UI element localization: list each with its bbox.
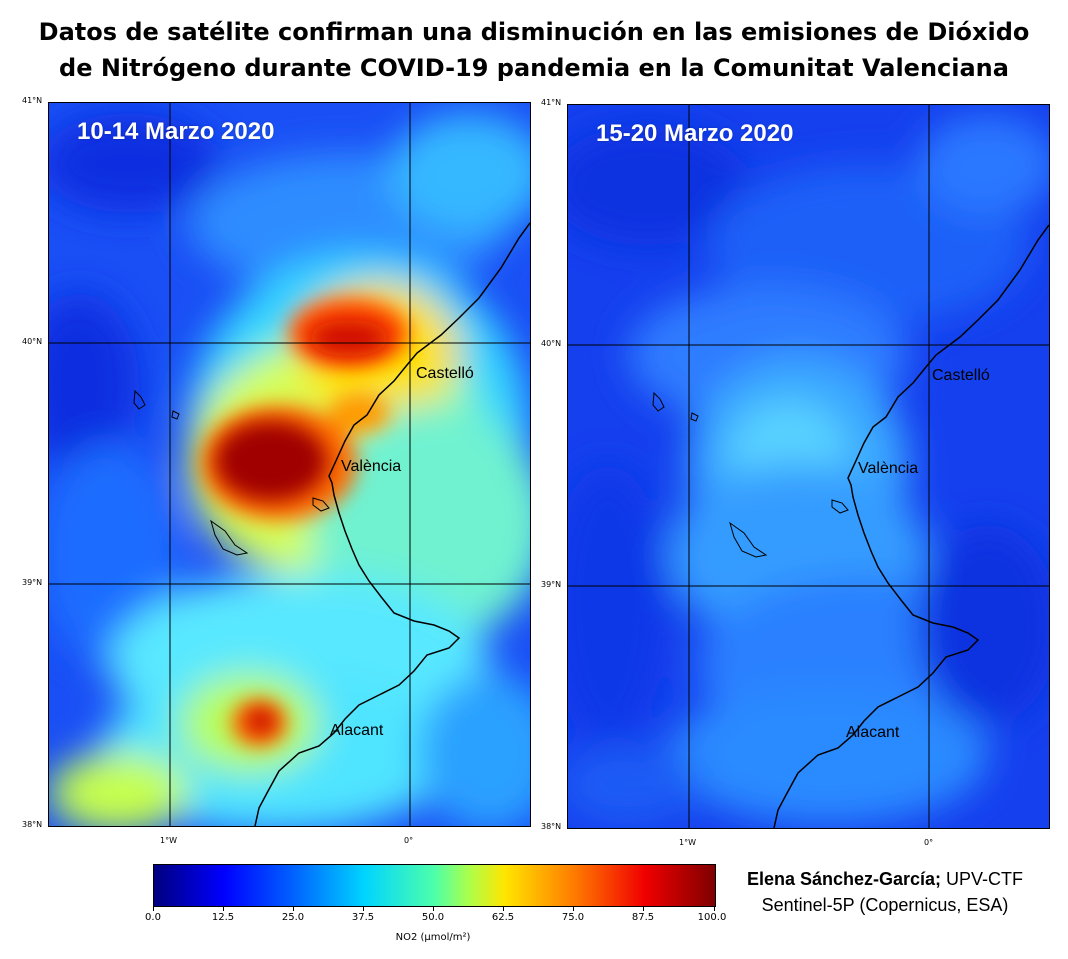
lat-tick-38-left: 38°N	[22, 820, 43, 829]
city-label-castello: Castelló	[416, 365, 474, 382]
credit-source: Sentinel-5P (Copernicus, ESA)	[761, 895, 1009, 915]
colorbar-tick-label: 0.0	[145, 912, 161, 923]
lat-tick-41-right: 41°N	[541, 98, 562, 107]
lon-tick-1w-left: 1°W	[160, 836, 177, 845]
coastline	[254, 222, 530, 826]
colorbar-tick-label: 12.5	[211, 912, 235, 923]
map-panel-after: 15-20 Marzo 2020 Castelló València Alaca…	[567, 104, 1050, 829]
colorbar-tick-label: 25.0	[281, 912, 305, 923]
city-label-valencia: València	[341, 458, 402, 475]
colorbar-tick-label: 87.5	[631, 912, 655, 923]
lat-tick-39-left: 39°N	[22, 578, 43, 587]
colorbar-tick-label: 100.0	[697, 912, 727, 923]
credit-author-line: Elena Sánchez-García; UPV-CTF	[735, 866, 1035, 892]
colorbar-tick-label: 75.0	[561, 912, 585, 923]
credit-org: UPV-CTF	[941, 869, 1024, 889]
city-label-alacant: Alacant	[846, 724, 900, 741]
city-label-castello: Castelló	[932, 367, 990, 384]
lat-tick-40-left: 40°N	[22, 337, 43, 346]
panel-label-before: 10-14 Marzo 2020	[77, 118, 275, 145]
lat-tick-40-right: 40°N	[541, 339, 562, 348]
coastline	[773, 224, 1049, 828]
title-line-2: de Nitrógeno durante COVID-19 pandemia e…	[59, 54, 1009, 82]
lat-tick-39-right: 39°N	[541, 580, 562, 589]
city-label-alacant: Alacant	[330, 722, 384, 739]
colorbar-tick-label: 50.0	[421, 912, 445, 923]
lat-tick-41-left: 41°N	[22, 96, 43, 105]
credit-block: Elena Sánchez-García; UPV-CTF Sentinel-5…	[735, 866, 1035, 918]
title-line-1: Datos de satélite confirman una disminuc…	[38, 18, 1030, 46]
credit-author: Elena Sánchez-García;	[746, 869, 942, 889]
colorbar-tick-label: 37.5	[351, 912, 375, 923]
lon-tick-1w-right: 1°W	[679, 838, 696, 847]
no2-field-before	[49, 103, 530, 826]
colorbar	[153, 864, 716, 907]
lon-tick-0-left: 0°	[404, 836, 414, 845]
lon-tick-0-right: 0°	[924, 838, 934, 847]
figure-title: Datos de satélite confirman una disminuc…	[0, 14, 1068, 86]
lat-tick-38-right: 38°N	[541, 822, 562, 831]
colorbar-tick-label: 62.5	[491, 912, 515, 923]
no2-field-after	[568, 105, 1049, 828]
map-panel-before: 10-14 Marzo 2020 Castelló València Alaca…	[48, 102, 531, 827]
city-label-valencia: València	[858, 460, 919, 477]
panel-label-after: 15-20 Marzo 2020	[596, 120, 794, 147]
